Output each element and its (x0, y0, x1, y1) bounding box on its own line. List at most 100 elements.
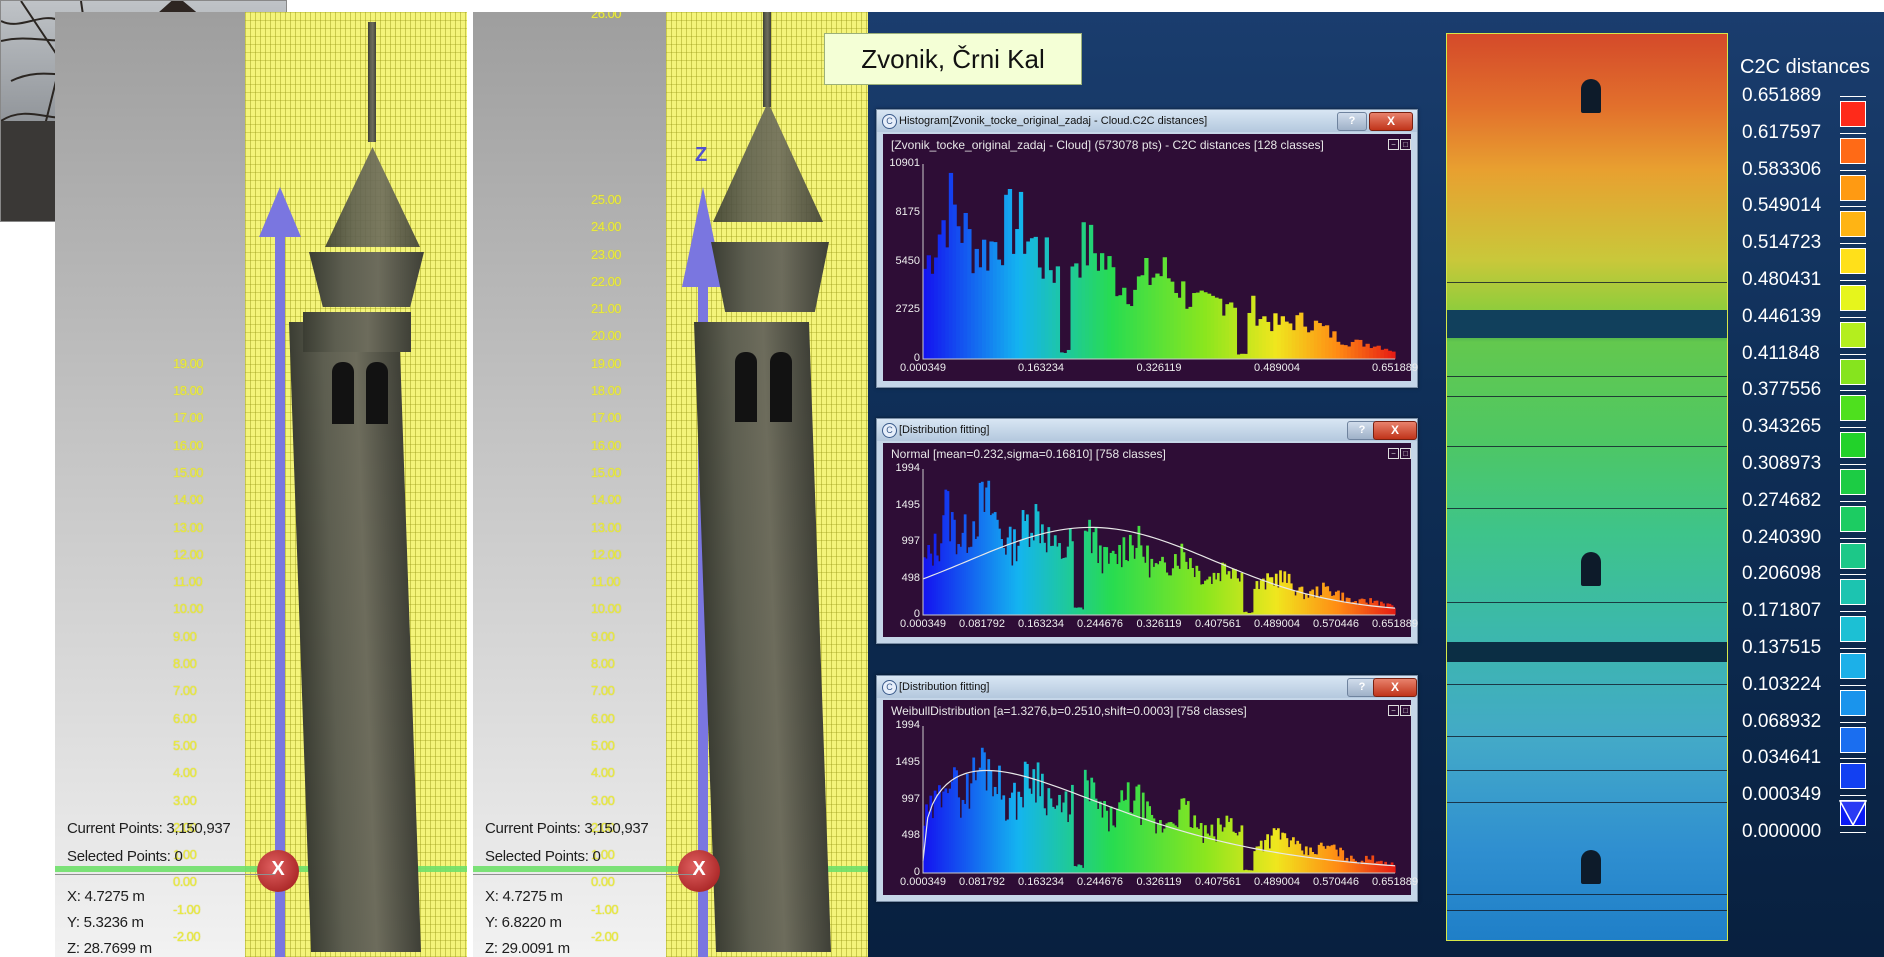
ruler-tick-label: 19.00 (591, 355, 622, 371)
histogram-bar (1249, 613, 1252, 615)
ruler-tick-label: 1.00 (173, 847, 197, 863)
histogram-bar (937, 234, 943, 359)
histogram-bar (1341, 592, 1345, 615)
histogram-bar (957, 544, 961, 615)
histogram-bar (1000, 265, 1005, 359)
histogram-bar (1129, 306, 1134, 359)
histogram-bar (1343, 602, 1347, 615)
close-button[interactable]: X (1369, 112, 1413, 131)
histogram-bar (1156, 564, 1160, 615)
histogram-bar (1026, 241, 1031, 359)
histogram-bar (1184, 804, 1188, 873)
close-button[interactable]: X (1373, 678, 1417, 697)
histogram-bar (1257, 846, 1261, 873)
histogram-bar (993, 786, 997, 873)
histogram-bar (1143, 818, 1147, 873)
histogram-bar (1244, 611, 1248, 615)
histogram-bar (1045, 815, 1049, 873)
maximize-icon[interactable]: □ (1400, 448, 1411, 459)
histogram-bar (1204, 580, 1207, 615)
close-button[interactable]: X (1373, 421, 1417, 440)
histogram-bar (1206, 293, 1212, 359)
histogram-bar (1004, 820, 1008, 873)
histogram-bar (970, 273, 976, 359)
histogram-bar (1018, 191, 1024, 359)
z-axis-arrowhead-icon (259, 187, 301, 237)
legend-value: 0.171807 (1742, 600, 1822, 622)
histogram-bar (948, 541, 952, 615)
histogram-bar (1004, 554, 1008, 615)
histogram-bar (1116, 808, 1119, 873)
minimize-icon[interactable]: − (1388, 448, 1399, 459)
legend-swatch (1840, 321, 1866, 348)
ruler-tick-label: 11.00 (591, 574, 621, 590)
minimize-icon[interactable]: − (1388, 705, 1399, 716)
histogram-bar (1058, 543, 1061, 615)
maximize-icon[interactable]: □ (1400, 705, 1411, 716)
histogram-bar (1041, 524, 1044, 615)
histogram-bar (1184, 308, 1190, 359)
histogram-window[interactable]: Histogram[Zvonik_tocke_original_zadaj - … (876, 109, 1418, 388)
histogram-bar (1343, 860, 1347, 873)
histogram-bar (1372, 346, 1378, 359)
histogram-bar (1251, 870, 1254, 873)
histogram-bar (1273, 313, 1278, 359)
histogram-bar (970, 783, 973, 873)
ruler-tick-label: 21.00 (591, 301, 622, 317)
histogram-bar (982, 239, 987, 359)
histogram-bar (1174, 825, 1177, 873)
histogram-bar (1339, 847, 1342, 873)
distribution-fitting-window-weibull[interactable]: [Distribution fitting] C ? X WeibullDist… (876, 675, 1418, 902)
histogram-bar (1255, 581, 1259, 615)
legend-swatch (1840, 432, 1866, 459)
plot-axes (922, 726, 1395, 874)
histogram-bar (1079, 865, 1083, 873)
histogram-bar (1375, 861, 1379, 873)
histogram-bar (1162, 257, 1167, 359)
histogram-bar (1030, 532, 1034, 615)
window-title: Histogram[Zvonik_tocke_original_zadaj - … (877, 110, 1417, 132)
help-button[interactable]: ? (1347, 421, 1377, 440)
histogram-bar (1008, 526, 1012, 615)
histogram-bar (1294, 844, 1297, 873)
scan-gap (1447, 642, 1727, 662)
histogram-bar (1369, 348, 1374, 359)
histogram-bar (1088, 224, 1094, 359)
histogram-bar (1376, 345, 1381, 359)
histogram-bar (929, 553, 933, 615)
help-button[interactable]: ? (1337, 112, 1367, 131)
histogram-bar (1358, 863, 1362, 873)
origin-marker: X (257, 850, 299, 892)
window-title: [Distribution fitting] (877, 419, 1417, 441)
histogram-bar (1254, 325, 1260, 359)
z-axis-arrow (698, 282, 708, 957)
ruler-tick-label: 26.00 (591, 12, 622, 21)
histogram-bar (1268, 577, 1272, 615)
legend-tick (1840, 648, 1866, 649)
maximize-icon[interactable]: □ (1400, 139, 1411, 150)
histogram-bar (953, 519, 956, 615)
distribution-bars: 1994 1495 997 498 0 0.000349 0.081792 0.163234 0… (883, 443, 1418, 637)
viewport-right[interactable]: 25.00 24.00 23.00 22.00 21.00 20.00 19.00 18.00… (473, 12, 868, 957)
minimize-icon[interactable]: − (1388, 139, 1399, 150)
viewport-left[interactable]: 19.00 18.00 17.00 16.00 15.00 14.00 13.00 12.00… (55, 12, 467, 957)
histogram-bar (1193, 577, 1197, 615)
histogram-bar (1036, 762, 1040, 873)
ruler: 19.00 18.00 17.00 16.00 15.00 14.00 13.00 12.00… (55, 12, 467, 957)
histogram-bar (1150, 558, 1154, 615)
histogram-bar (985, 487, 988, 615)
histogram-bar (1152, 818, 1156, 873)
histogram-bar (1304, 593, 1308, 615)
legend-value: 0.411848 (1742, 342, 1820, 364)
histogram-bar (1319, 842, 1323, 873)
histogram-bar (1141, 792, 1145, 873)
distribution-fitting-window-normal[interactable]: [Distribution fitting] C ? X Normal [mea… (876, 418, 1418, 644)
histogram-bar (1181, 281, 1186, 359)
histogram-bar (1382, 864, 1385, 873)
histogram-bar (1272, 828, 1276, 873)
x-tick-label: 0.570446 (1313, 876, 1359, 888)
histogram-bar (1154, 563, 1158, 615)
histogram-bar (968, 547, 971, 615)
histogram-bar (1360, 860, 1364, 873)
legend-tick (1840, 832, 1866, 833)
